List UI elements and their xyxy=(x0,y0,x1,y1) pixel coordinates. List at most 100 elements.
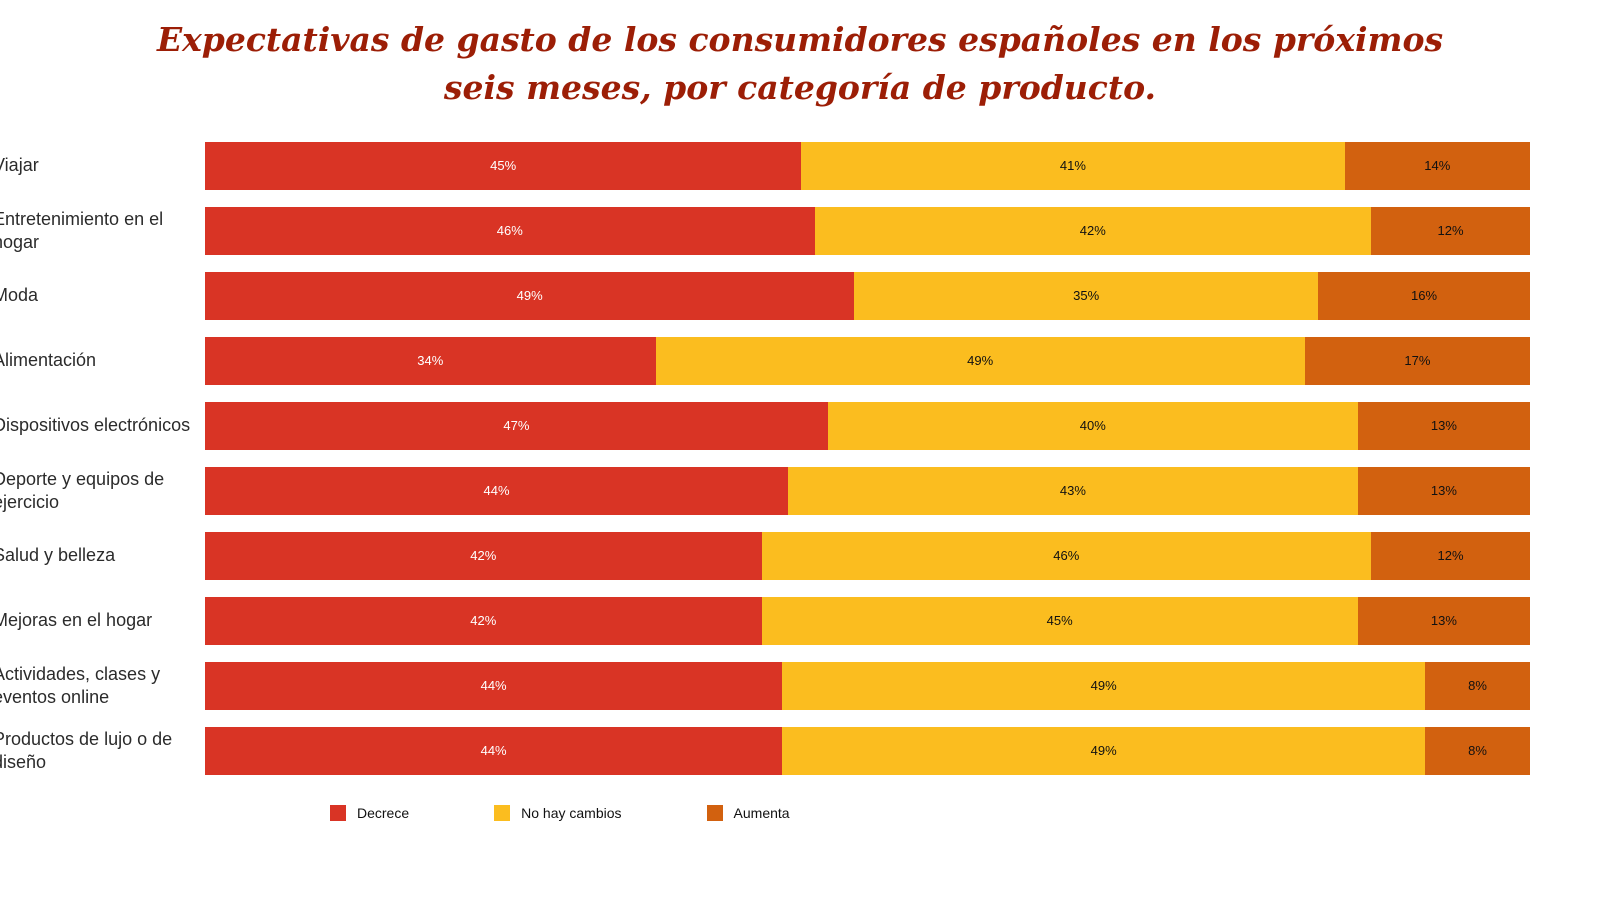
bar-segment-no-change: 46% xyxy=(761,531,1371,580)
category-label: Moda xyxy=(0,285,39,306)
segment-value-label: 35% xyxy=(1073,288,1100,304)
bar-segment-no-change: 35% xyxy=(854,271,1318,320)
segment-value-label: 12% xyxy=(1437,548,1464,564)
segment-value-label: 46% xyxy=(496,223,523,239)
bar-row: Dispositivos electrónicos 47% 40% 13% xyxy=(0,401,1530,450)
segment-value-label: 44% xyxy=(480,743,507,759)
category-label: Productos de lujo o de diseño xyxy=(0,729,173,772)
bar-segment-decrease: 44% xyxy=(205,726,783,775)
bar-segment-increase: 12% xyxy=(1371,206,1530,255)
bar-segment-decrease: 44% xyxy=(205,661,783,710)
bar-segment-increase: 13% xyxy=(1357,401,1530,450)
legend-swatch-no-change xyxy=(494,804,511,821)
category-label: Alimentación xyxy=(0,350,97,371)
segment-value-label: 42% xyxy=(1079,223,1106,239)
legend-item-no-change: No hay cambios xyxy=(494,804,622,821)
stacked-bar: 44% 49% 8% xyxy=(205,661,1530,710)
bar-segment-no-change: 49% xyxy=(655,336,1305,385)
stacked-bar: 42% 46% 12% xyxy=(205,531,1530,580)
bar-segment-decrease: 34% xyxy=(205,336,656,385)
segment-value-label: 46% xyxy=(1053,548,1080,564)
stacked-bar: 34% 49% 17% xyxy=(205,336,1530,385)
bar-segment-decrease: 46% xyxy=(205,206,815,255)
legend: Decrece No hay cambios Aumenta xyxy=(330,804,1530,821)
chart-container: Expectativas de gasto de los consumidore… xyxy=(0,16,1600,900)
bar-rows: Viajar 45% 41% 14% Entretenimiento en el hog… xyxy=(0,141,1530,775)
segment-value-label: 44% xyxy=(480,678,507,694)
bar-segment-increase: 12% xyxy=(1371,531,1530,580)
bar-row: Moda 49% 35% 16% xyxy=(0,271,1530,320)
bar-segment-decrease: 42% xyxy=(205,596,762,645)
bar-segment-no-change: 40% xyxy=(827,401,1358,450)
bar-segment-increase: 16% xyxy=(1318,271,1530,320)
bar-segment-no-change: 43% xyxy=(788,466,1358,515)
segment-value-label: 45% xyxy=(1046,613,1073,629)
segment-value-label: 16% xyxy=(1410,288,1438,304)
bar-segment-increase: 13% xyxy=(1357,466,1530,515)
segment-value-label: 17% xyxy=(1404,353,1431,369)
legend-swatch-decrease xyxy=(330,804,346,821)
bar-row: Alimentación 34% 49% 17% xyxy=(0,336,1530,385)
segment-value-label: 49% xyxy=(1090,743,1117,759)
segment-value-label: 14% xyxy=(1424,158,1451,174)
bar-row: Mejoras en el hogar 42% 45% 13% xyxy=(0,596,1530,645)
bar-segment-no-change: 49% xyxy=(782,726,1426,775)
chart-title: Expectativas de gasto de los consumidore… xyxy=(156,20,1444,107)
segment-value-label: 44% xyxy=(483,483,510,499)
segment-value-label: 42% xyxy=(470,548,497,564)
legend-label-decrease: Decrece xyxy=(357,804,410,821)
segment-value-label: 12% xyxy=(1437,223,1464,239)
stacked-bar: 42% 45% 13% xyxy=(205,596,1530,645)
segment-value-label: 34% xyxy=(417,353,444,369)
segment-value-label: 45% xyxy=(490,158,517,174)
bar-row: Productos de lujo o de diseño 44% 49% 8% xyxy=(0,726,1530,775)
bar-row: Entretenimiento en el hogar 46% 42% 12% xyxy=(0,206,1530,255)
segment-value-label: 41% xyxy=(1059,158,1086,174)
bar-segment-no-change: 41% xyxy=(801,141,1345,190)
bar-chart: Viajar 45% 41% 14% Entretenimiento en el hog… xyxy=(0,141,1600,821)
segment-value-label: 13% xyxy=(1430,418,1457,434)
segment-value-label: 43% xyxy=(1059,483,1086,499)
bar-segment-no-change: 49% xyxy=(782,661,1426,710)
legend-item-increase: Aumenta xyxy=(706,804,790,821)
bar-segment-no-change: 42% xyxy=(814,206,1371,255)
category-label: Dispositivos electrónicos xyxy=(0,415,191,436)
bar-segment-increase: 8% xyxy=(1425,726,1530,775)
stacked-bar: 49% 35% 16% xyxy=(205,271,1530,320)
bar-segment-decrease: 45% xyxy=(205,141,802,190)
segment-value-label: 13% xyxy=(1430,483,1457,499)
stacked-bar: 44% 43% 13% xyxy=(205,466,1530,515)
bar-segment-increase: 13% xyxy=(1357,596,1530,645)
category-label: Actividades, clases y eventos online xyxy=(0,664,161,707)
bar-segment-decrease: 44% xyxy=(205,466,788,515)
bar-row: Salud y belleza 42% 46% 12% xyxy=(0,531,1530,580)
segment-value-label: 42% xyxy=(470,613,497,629)
segment-value-label: 40% xyxy=(1079,418,1106,434)
legend-label-no-change: No hay cambios xyxy=(521,804,622,821)
segment-value-label: 49% xyxy=(1090,678,1117,694)
stacked-bar: 45% 41% 14% xyxy=(205,141,1530,190)
category-label: Entretenimiento en el hogar xyxy=(0,209,164,252)
stacked-bar: 47% 40% 13% xyxy=(205,401,1530,450)
bar-segment-decrease: 49% xyxy=(205,271,855,320)
bar-row: Viajar 45% 41% 14% xyxy=(0,141,1530,190)
bar-row: Actividades, clases y eventos online 44% 4… xyxy=(0,661,1530,710)
segment-value-label: 8% xyxy=(1468,678,1487,694)
segment-value-label: 49% xyxy=(967,353,994,369)
legend-label-increase: Aumenta xyxy=(733,804,790,821)
stacked-bar: 46% 42% 12% xyxy=(205,206,1530,255)
segment-value-label: 8% xyxy=(1468,743,1487,759)
bar-segment-increase: 17% xyxy=(1304,336,1530,385)
bar-segment-increase: 14% xyxy=(1344,141,1530,190)
category-label: Viajar xyxy=(0,155,39,176)
bar-segment-increase: 8% xyxy=(1425,661,1530,710)
bar-segment-decrease: 42% xyxy=(205,531,762,580)
category-label: Salud y belleza xyxy=(0,545,116,566)
stacked-bar: 44% 49% 8% xyxy=(205,726,1530,775)
legend-item-decrease: Decrece xyxy=(330,804,410,821)
segment-value-label: 13% xyxy=(1430,613,1457,629)
category-label: Mejoras en el hogar xyxy=(0,610,153,631)
segment-value-label: 49% xyxy=(516,288,543,304)
